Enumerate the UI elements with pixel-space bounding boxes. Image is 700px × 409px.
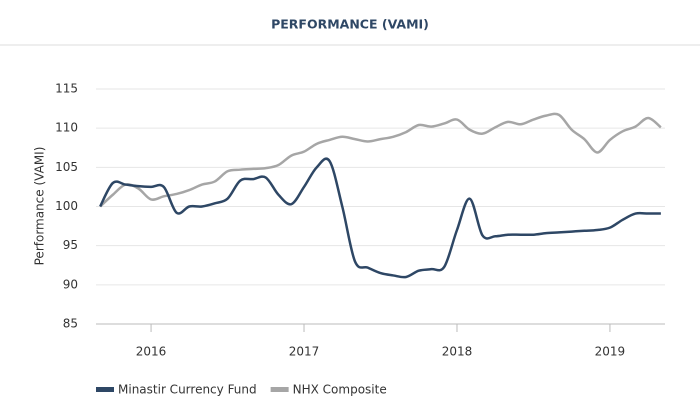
x-tick-label: 2019 (595, 345, 626, 359)
legend-label: Minastir Currency Fund (118, 383, 257, 397)
y-tick-label: 85 (63, 317, 78, 331)
y-tick-label: 110 (55, 121, 78, 135)
x-tick-label: 2018 (442, 345, 473, 359)
y-tick-label: 115 (55, 82, 78, 96)
y-tick-label: 100 (55, 199, 78, 213)
y-axis-label: Performance (VAMI) (33, 147, 47, 266)
series-line (99, 112, 662, 208)
legend-label: NHX Composite (293, 383, 387, 397)
y-tick-label: 90 (63, 277, 78, 291)
x-tick-label: 2017 (289, 345, 320, 359)
series-line (99, 157, 661, 279)
y-tick-label: 95 (63, 238, 78, 252)
y-tick-label: 105 (55, 160, 78, 174)
legend-swatch (96, 387, 114, 392)
x-tick-label: 2016 (136, 345, 167, 359)
chart-title: PERFORMANCE (VAMI) (271, 17, 429, 32)
legend-swatch (270, 387, 289, 392)
